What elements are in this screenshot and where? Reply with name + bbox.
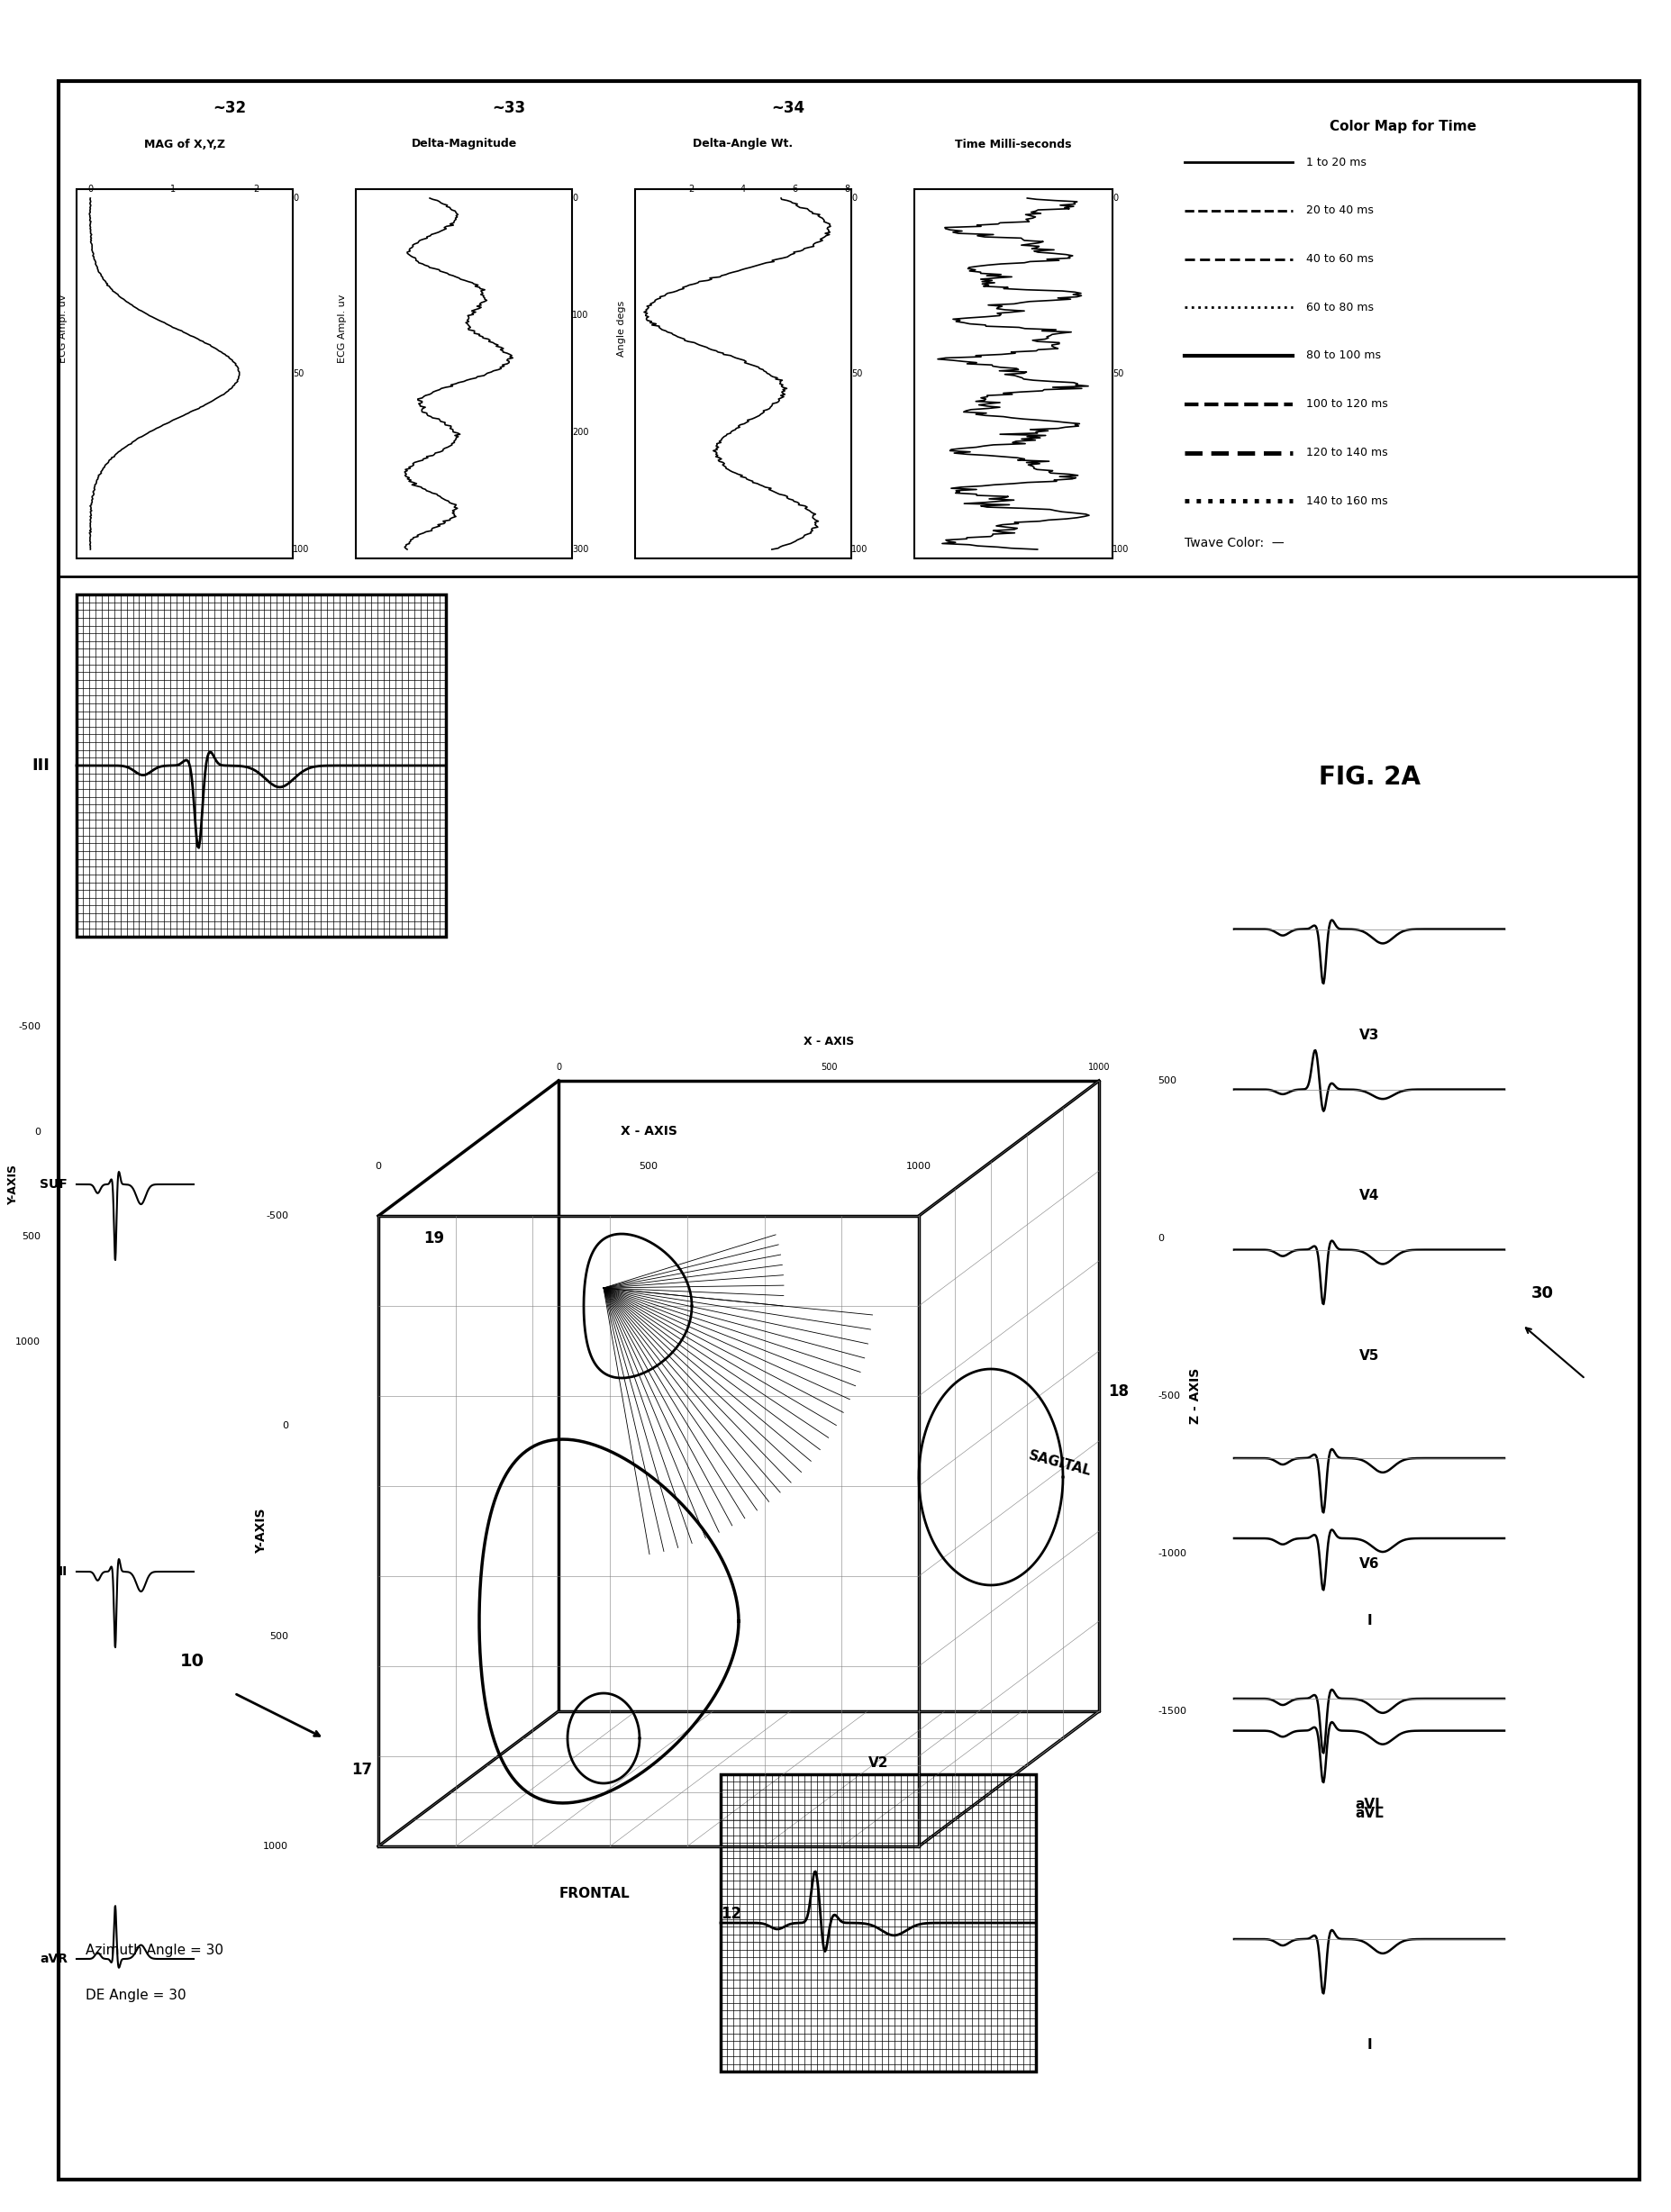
Text: 100: 100 bbox=[1113, 544, 1130, 553]
Text: 50: 50 bbox=[292, 369, 304, 378]
Text: aVL: aVL bbox=[1355, 1807, 1384, 1820]
Text: ~34: ~34 bbox=[772, 100, 805, 117]
Text: 40 to 60 ms: 40 to 60 ms bbox=[1307, 252, 1374, 265]
Text: 200: 200 bbox=[571, 427, 588, 436]
Text: 500: 500 bbox=[269, 1632, 289, 1641]
Text: Time Milli-seconds: Time Milli-seconds bbox=[956, 137, 1071, 150]
Text: SUF: SUF bbox=[40, 1179, 67, 1190]
Text: 4: 4 bbox=[740, 184, 745, 195]
Text: Delta-Magnitude: Delta-Magnitude bbox=[411, 137, 516, 150]
Text: 0: 0 bbox=[571, 195, 578, 204]
Text: 140 to 160 ms: 140 to 160 ms bbox=[1307, 495, 1389, 507]
Text: I: I bbox=[1367, 1615, 1372, 1628]
Text: I: I bbox=[1367, 2037, 1372, 2053]
Text: 500: 500 bbox=[820, 1062, 837, 1073]
Text: V3: V3 bbox=[1359, 1029, 1379, 1042]
Text: Angle degs: Angle degs bbox=[617, 301, 627, 356]
Text: 50: 50 bbox=[851, 369, 862, 378]
Text: 0: 0 bbox=[282, 1422, 289, 1431]
Text: 0: 0 bbox=[33, 1128, 40, 1137]
Text: ECG Ampl. uv: ECG Ampl. uv bbox=[58, 294, 67, 363]
Text: DE Angle = 30: DE Angle = 30 bbox=[85, 1989, 185, 2002]
Text: ~33: ~33 bbox=[493, 100, 526, 117]
Text: 1000: 1000 bbox=[1088, 1062, 1110, 1073]
Text: Azimuth Angle = 30: Azimuth Angle = 30 bbox=[85, 1944, 224, 1958]
Text: 19: 19 bbox=[423, 1230, 444, 1248]
Text: 80 to 100 ms: 80 to 100 ms bbox=[1307, 349, 1380, 361]
Text: 100: 100 bbox=[292, 544, 309, 553]
Text: 0: 0 bbox=[376, 1161, 381, 1170]
Text: Z - AXIS: Z - AXIS bbox=[1190, 1367, 1201, 1425]
Text: Color Map for Time: Color Map for Time bbox=[1330, 119, 1477, 133]
Text: SAGITAL: SAGITAL bbox=[1028, 1449, 1093, 1478]
Text: 1: 1 bbox=[170, 184, 175, 195]
Text: 12: 12 bbox=[720, 1907, 742, 1922]
Text: 500: 500 bbox=[638, 1161, 658, 1170]
Text: 0: 0 bbox=[556, 1062, 561, 1073]
Text: -500: -500 bbox=[1158, 1391, 1180, 1400]
Text: -1000: -1000 bbox=[1158, 1548, 1186, 1557]
Text: 0: 0 bbox=[87, 184, 94, 195]
Text: X - AXIS: X - AXIS bbox=[620, 1126, 677, 1137]
Text: 1 to 20 ms: 1 to 20 ms bbox=[1307, 157, 1367, 168]
Text: -500: -500 bbox=[266, 1212, 289, 1221]
Text: V2: V2 bbox=[869, 1756, 889, 1770]
Text: Y-AXIS: Y-AXIS bbox=[256, 1509, 267, 1553]
Text: 300: 300 bbox=[571, 544, 588, 553]
Text: 10: 10 bbox=[180, 1652, 204, 1670]
Text: 6: 6 bbox=[792, 184, 797, 195]
Text: 500: 500 bbox=[22, 1232, 40, 1241]
Text: 100: 100 bbox=[851, 544, 867, 553]
Text: 1000: 1000 bbox=[15, 1338, 40, 1347]
Text: aVL: aVL bbox=[1355, 1798, 1384, 1812]
Text: 0: 0 bbox=[1113, 195, 1118, 204]
Text: V4: V4 bbox=[1359, 1188, 1379, 1201]
Text: 100: 100 bbox=[571, 310, 588, 321]
Text: 1000: 1000 bbox=[262, 1843, 289, 1851]
Text: ~32: ~32 bbox=[212, 100, 246, 117]
Text: 8: 8 bbox=[844, 184, 849, 195]
Text: -1500: -1500 bbox=[1158, 1708, 1186, 1717]
Text: -500: -500 bbox=[18, 1022, 40, 1031]
Text: FIG. 2A: FIG. 2A bbox=[1318, 765, 1420, 790]
Text: MAG of X,Y,Z: MAG of X,Y,Z bbox=[144, 137, 226, 150]
Text: V6: V6 bbox=[1359, 1557, 1379, 1571]
Text: 30: 30 bbox=[1531, 1285, 1554, 1301]
Text: Y-AXIS: Y-AXIS bbox=[8, 1164, 20, 1206]
Text: X - AXIS: X - AXIS bbox=[804, 1035, 854, 1048]
Text: 60 to 80 ms: 60 to 80 ms bbox=[1307, 301, 1374, 314]
Text: 0: 0 bbox=[1158, 1234, 1163, 1243]
Text: aVR: aVR bbox=[40, 1953, 67, 1964]
Text: Twave Color:  —: Twave Color: — bbox=[1185, 538, 1285, 549]
Text: 0: 0 bbox=[851, 195, 857, 204]
Text: 2: 2 bbox=[252, 184, 259, 195]
Text: 17: 17 bbox=[351, 1761, 373, 1778]
Text: 2: 2 bbox=[688, 184, 693, 195]
Text: 100 to 120 ms: 100 to 120 ms bbox=[1307, 398, 1389, 409]
Text: 20 to 40 ms: 20 to 40 ms bbox=[1307, 206, 1374, 217]
Text: 0: 0 bbox=[292, 195, 299, 204]
Text: V5: V5 bbox=[1359, 1349, 1379, 1363]
Text: 500: 500 bbox=[1158, 1077, 1176, 1086]
Text: 120 to 140 ms: 120 to 140 ms bbox=[1307, 447, 1389, 458]
Text: Delta-Angle Wt.: Delta-Angle Wt. bbox=[693, 137, 794, 150]
Text: FRONTAL: FRONTAL bbox=[560, 1887, 630, 1900]
Text: II: II bbox=[58, 1566, 67, 1577]
Text: 50: 50 bbox=[1113, 369, 1123, 378]
Text: ECG Ampl. uv: ECG Ampl. uv bbox=[338, 294, 348, 363]
Text: 1000: 1000 bbox=[906, 1161, 931, 1170]
Text: 18: 18 bbox=[1108, 1382, 1128, 1400]
Text: III: III bbox=[32, 757, 50, 774]
